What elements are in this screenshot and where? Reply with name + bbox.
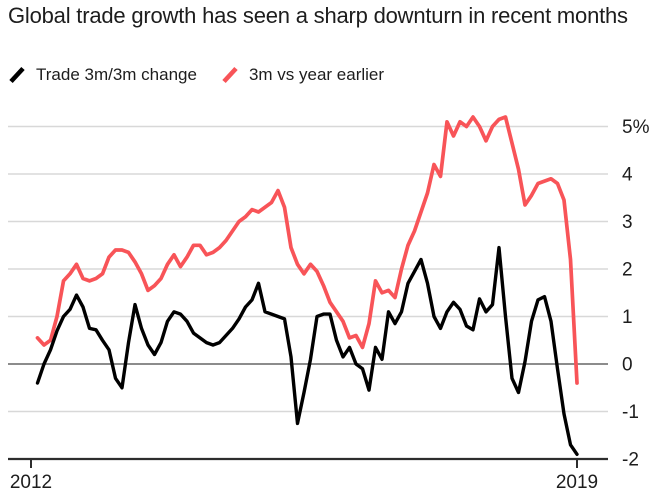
legend-item-trade-3m3m: Trade 3m/3m change (8, 65, 197, 85)
red-line-swatch-icon (222, 66, 238, 84)
y-tick-label: -2 (622, 450, 639, 471)
y-tick-label: -1 (622, 402, 639, 423)
y-tick-label: 0 (622, 355, 633, 376)
series-line-3m-vs-year-earlier (35, 115, 579, 385)
y-tick-label: 2 (622, 260, 633, 281)
legend-label-trade-3m3m: Trade 3m/3m change (36, 65, 197, 84)
chart-legend: Trade 3m/3m change 3m vs year earlier (8, 65, 384, 85)
legend-item-3m-vs-year-earlier: 3m vs year earlier (221, 65, 384, 85)
series-line-trade-3m-3m-change (35, 245, 579, 456)
y-tick-label: 3 (622, 212, 633, 233)
legend-label-3m-vs-year-earlier: 3m vs year earlier (248, 65, 385, 84)
black-line-swatch-icon (9, 66, 25, 84)
y-tick-label: 4 (622, 165, 633, 186)
y-tick-label: 1 (622, 307, 633, 328)
y-tick-label: 5% (622, 117, 650, 138)
x-tick-label: 2012 (10, 472, 52, 493)
x-tick-label: 2019 (556, 472, 598, 493)
chart-title: Global trade growth has seen a sharp dow… (8, 3, 628, 28)
